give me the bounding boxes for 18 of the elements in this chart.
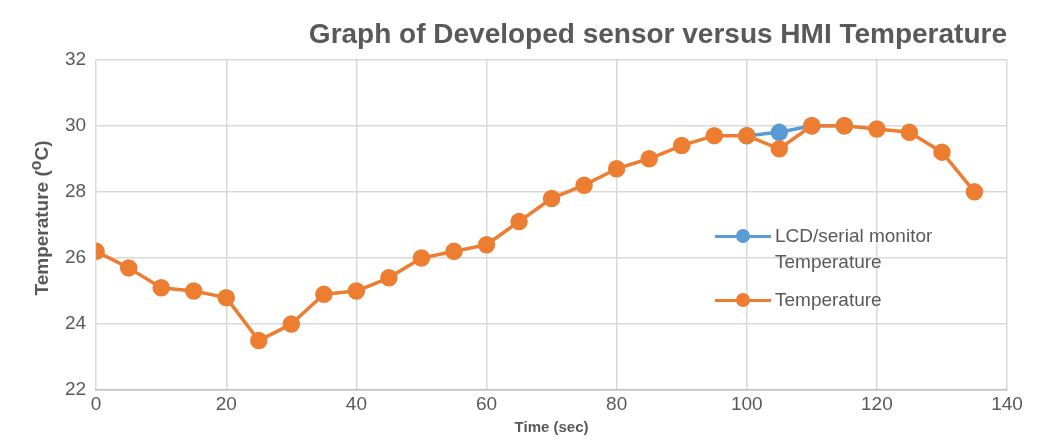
y-tick-label: 28 [64, 180, 87, 202]
chart-title: Graph of Developed sensor versus HMI Temperature [308, 17, 1007, 49]
x-tick-label: 0 [90, 392, 102, 414]
y-tick-label: 24 [64, 312, 87, 334]
y-tick-label: 26 [64, 246, 87, 268]
x-tick-label: 80 [606, 392, 628, 414]
x-tick-label: 100 [730, 392, 763, 414]
x-tick-label: 60 [475, 392, 498, 414]
x-tick-label: 140 [991, 392, 1023, 414]
legend-label: Temperature [775, 288, 882, 312]
x-axis-title: Time (sec) [514, 418, 589, 436]
legend-label: LCD/serial monitor Temperature [775, 224, 934, 274]
x-tick-label: 40 [345, 392, 367, 414]
y-tick-label: 32 [64, 47, 87, 69]
y-tick-label: 30 [64, 113, 87, 135]
x-tick-label: 20 [215, 392, 237, 414]
x-tick-label: 120 [861, 392, 893, 414]
y-tick-label: 22 [64, 378, 87, 400]
